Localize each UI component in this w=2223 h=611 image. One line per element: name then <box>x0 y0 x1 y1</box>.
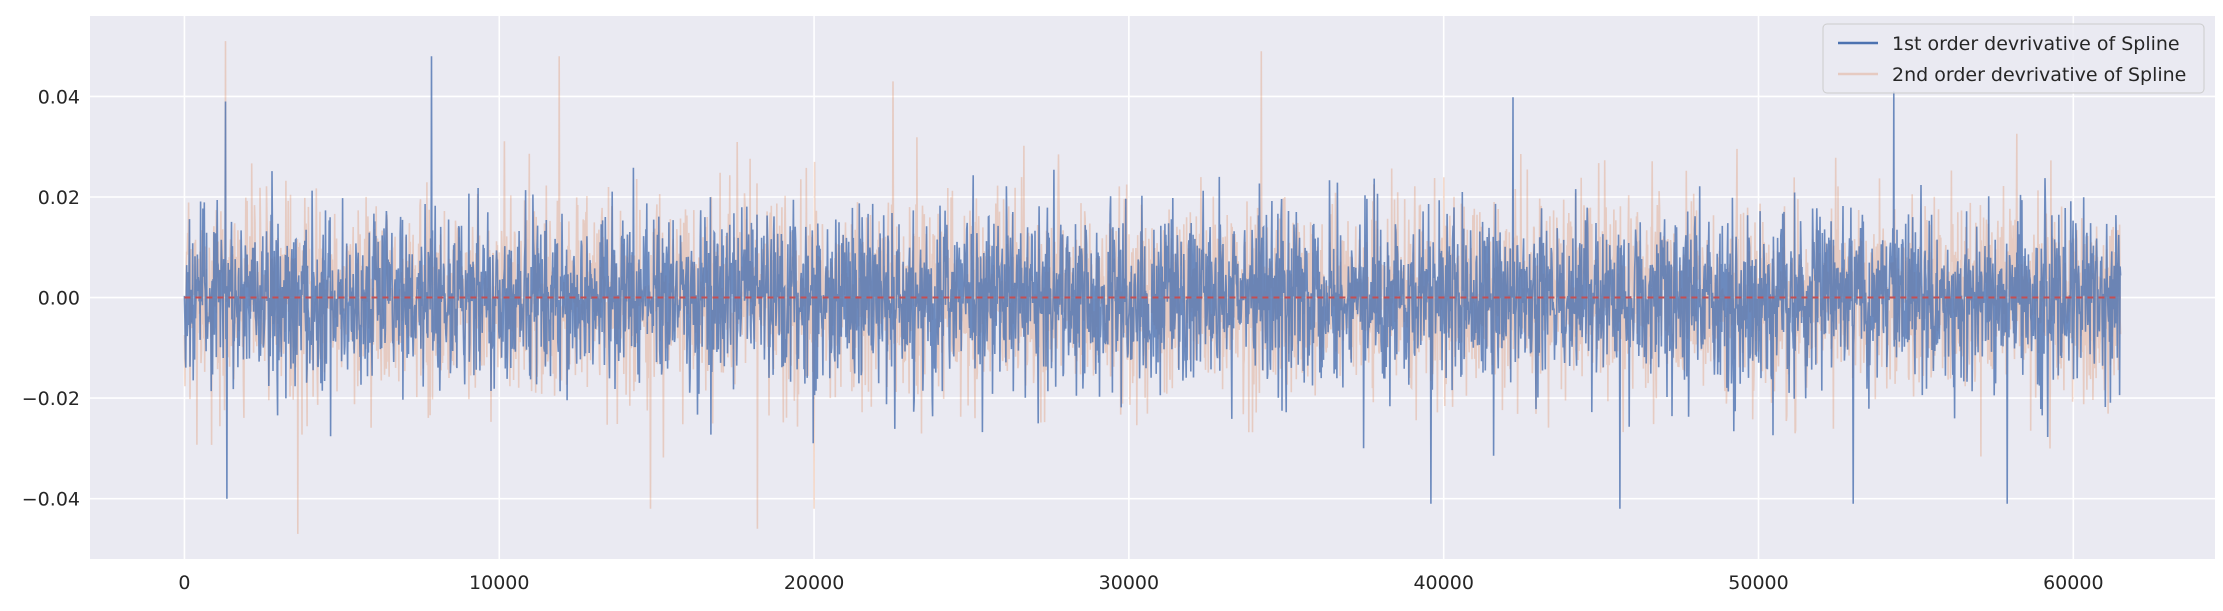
legend-label-1st-order: 1st order devrivative of Spline <box>1892 33 2180 55</box>
y-tick-labels: −0.04 −0.02 0.00 0.02 0.04 <box>22 86 80 510</box>
y-tick-label: −0.02 <box>22 388 80 410</box>
legend: 1st order devrivative of Spline 2nd orde… <box>1822 23 2205 94</box>
x-tick-label: 50000 <box>1728 572 1788 594</box>
x-tick-labels: 0 10000 20000 30000 40000 50000 60000 <box>178 572 2103 594</box>
y-tick-label: 0.00 <box>38 288 80 310</box>
x-tick-label: 20000 <box>784 572 844 594</box>
y-tick-label: −0.04 <box>22 489 80 511</box>
x-tick-label: 0 <box>178 572 190 594</box>
y-tick-label: 0.02 <box>38 187 80 209</box>
x-tick-label: 40000 <box>1413 572 1473 594</box>
x-tick-label: 30000 <box>1099 572 1159 594</box>
x-tick-label: 10000 <box>469 572 529 594</box>
legend-box <box>1822 23 2205 94</box>
x-tick-label: 60000 <box>2043 572 2103 594</box>
series-1st-order-path <box>183 56 2122 509</box>
series-1st-order-line <box>183 56 2122 509</box>
legend-label-2nd-order: 2nd order devrivative of Spline <box>1892 64 2186 86</box>
y-tick-label: 0.04 <box>38 86 80 108</box>
